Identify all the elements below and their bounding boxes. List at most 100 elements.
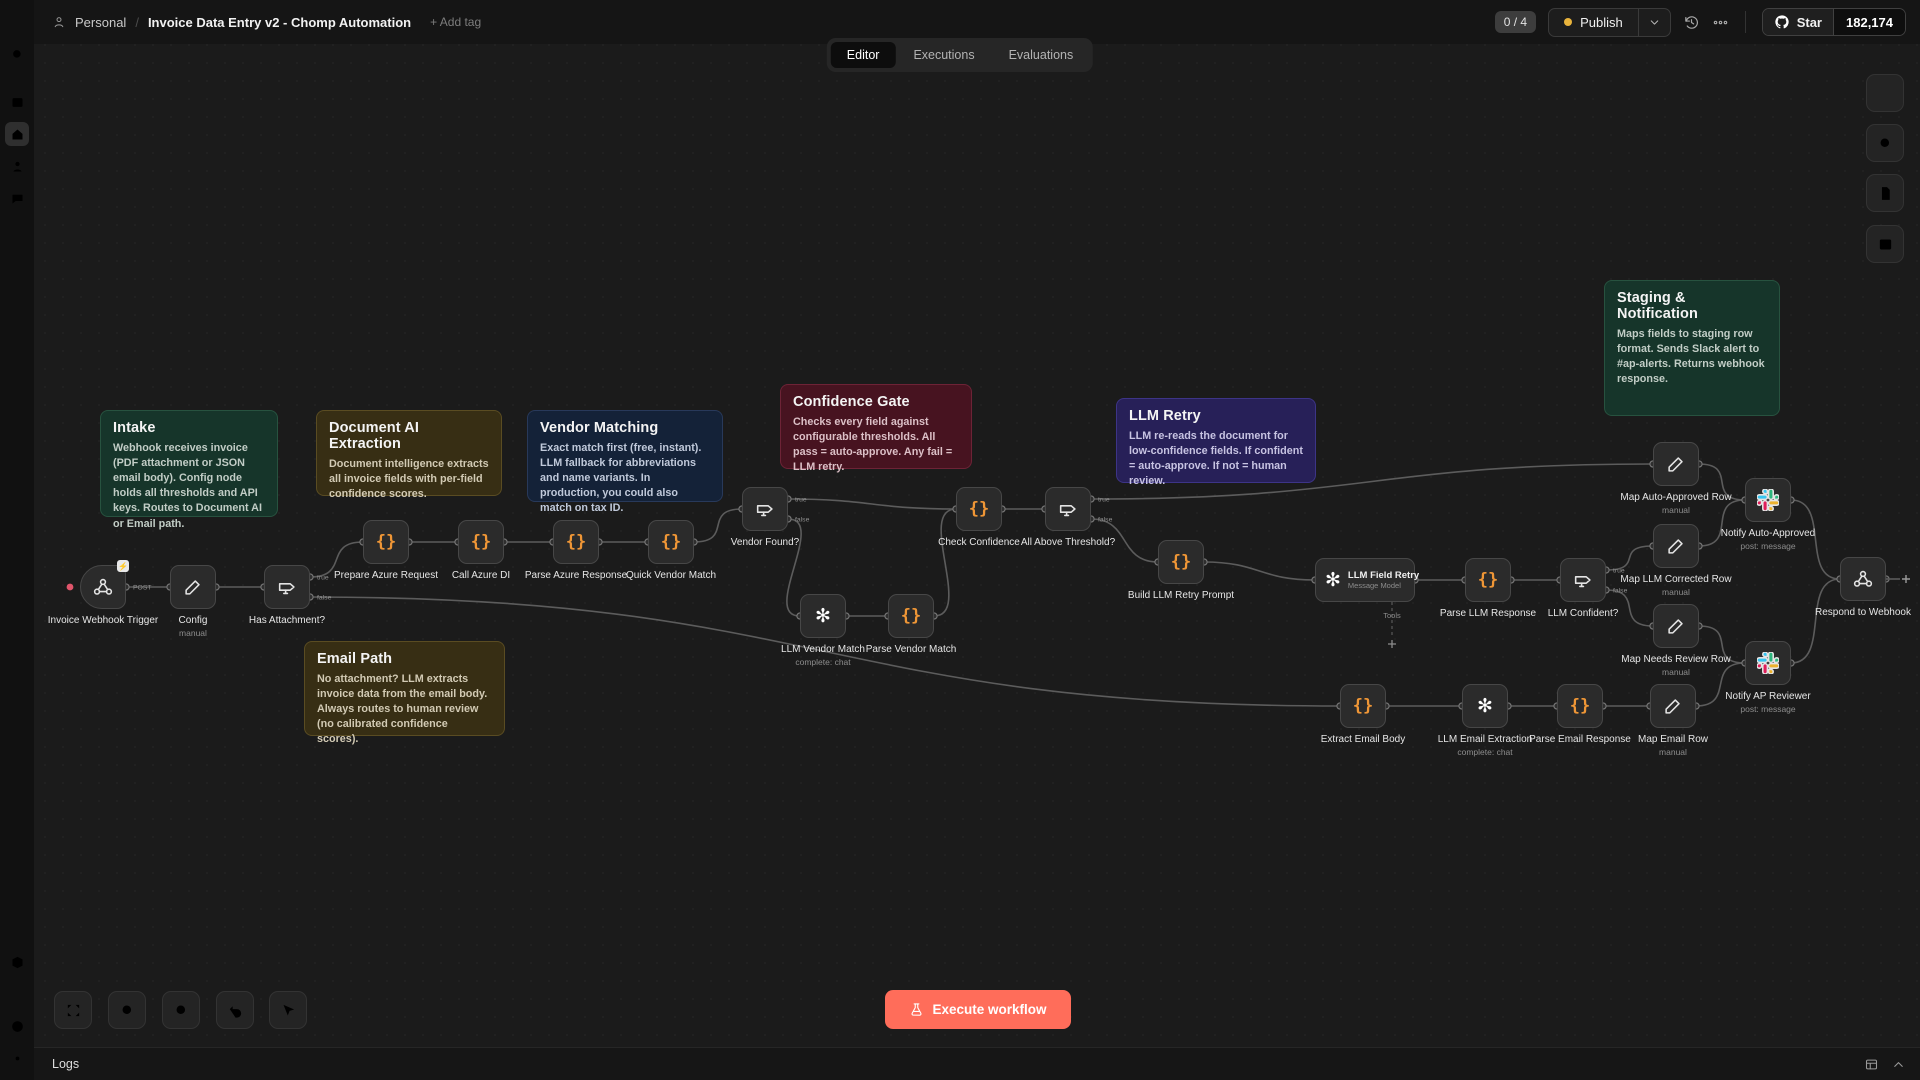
logs-bar[interactable]: Logs <box>34 1047 1920 1080</box>
add-tool-plus-icon[interactable] <box>1388 640 1396 648</box>
workflow-title[interactable]: Invoice Data Entry v2 - Chomp Automation <box>147 14 412 30</box>
tab-evaluations[interactable]: Evaluations <box>1008 48 1074 62</box>
node-map-corrected[interactable] <box>1653 524 1699 568</box>
if-icon <box>754 498 776 520</box>
slack-icon <box>1757 652 1779 674</box>
node-check-confidence[interactable]: {} <box>956 487 1002 531</box>
slack-icon <box>1757 489 1779 511</box>
connection-line <box>1203 561 1316 581</box>
history-icon[interactable] <box>1683 14 1700 31</box>
sticky-note-doc-ai[interactable]: Document AI Extraction Document intellig… <box>316 410 502 500</box>
trigger-bolt-badge: ⚡ <box>117 560 129 572</box>
sticky-note-title: Vendor Matching <box>540 420 659 436</box>
pen-icon <box>1665 615 1687 637</box>
node-call-azure[interactable]: {} <box>458 520 504 564</box>
toggle-right-panel-button[interactable] <box>1866 225 1904 263</box>
undo-button[interactable] <box>216 991 254 1029</box>
workflow-notes-button[interactable] <box>1866 174 1904 212</box>
node-all-above[interactable] <box>1045 487 1091 531</box>
add-tag-button[interactable]: + Add tag <box>430 15 482 29</box>
canvas-search-button[interactable] <box>1866 124 1904 162</box>
connection-label: false <box>1098 517 1113 524</box>
node-label: Config <box>178 615 208 626</box>
node-subtitle: complete: chat <box>1457 747 1513 757</box>
breadcrumb-workspace[interactable]: Personal <box>75 14 127 30</box>
create-plus-icon[interactable] <box>5 10 29 34</box>
panel-layout-icon[interactable] <box>5 90 29 114</box>
search-icon[interactable] <box>5 42 29 66</box>
github-star-button[interactable]: Star 182,174 <box>1761 8 1906 36</box>
connection-line <box>933 508 957 617</box>
node-parse-llm[interactable]: {} <box>1465 558 1511 602</box>
node-llm-field-retry[interactable]: ✻ LLM Field Retry Message Model <box>1315 558 1419 602</box>
issue-dot <box>66 583 74 591</box>
node-quick-vendor[interactable]: {} <box>648 520 694 564</box>
home-icon[interactable] <box>5 122 29 146</box>
open-logs-panel-icon[interactable] <box>1864 1057 1879 1072</box>
more-menu-icon[interactable] <box>1712 14 1729 31</box>
publish-label: Publish <box>1580 14 1623 30</box>
zoom-in-button[interactable] <box>108 991 146 1029</box>
fit-view-button[interactable] <box>54 991 92 1029</box>
publish-button[interactable]: Publish <box>1549 9 1638 36</box>
sticky-note-body: Exact match first (free, instant). LLM f… <box>540 442 702 515</box>
sticky-note-intake[interactable]: Intake Webhook receives invoice (PDF att… <box>100 410 278 530</box>
node-parse-vendor[interactable]: {} <box>888 594 934 638</box>
help-icon[interactable] <box>5 1014 29 1038</box>
node-notify-ap[interactable] <box>1745 641 1791 685</box>
node-llm-vendor[interactable]: ✻ <box>800 594 846 638</box>
publish-status-dot <box>1564 18 1573 26</box>
node-config[interactable] <box>170 565 216 609</box>
webhook-icon <box>1852 568 1874 590</box>
topbar-divider <box>1744 11 1746 33</box>
zoom-out-button[interactable] <box>162 991 200 1029</box>
node-build-retry[interactable]: {} <box>1158 540 1204 584</box>
node-label: Prepare Azure Request <box>334 570 438 581</box>
node-map-email[interactable] <box>1650 684 1696 728</box>
node-prepare-azure[interactable]: {} <box>363 520 409 564</box>
tab-executions[interactable]: Executions <box>913 48 975 62</box>
sticky-note-confidence-gate[interactable]: Confidence Gate Checks every field again… <box>780 384 972 473</box>
code-icon: {} <box>900 605 922 626</box>
node-llm-email[interactable]: ✻ <box>1462 684 1508 728</box>
user-icon[interactable] <box>5 154 29 178</box>
templates-package-icon[interactable] <box>5 950 29 974</box>
tidy-up-button[interactable] <box>269 991 307 1029</box>
node-parse-azure[interactable]: {} <box>553 520 599 564</box>
chat-icon[interactable] <box>5 186 29 210</box>
sticky-note-body: Webhook receives invoice (PDF attachment… <box>113 442 262 530</box>
connection-line <box>1695 662 1746 707</box>
sticky-note-email-path[interactable]: Email Path No attachment? LLM extracts i… <box>304 641 505 745</box>
connection-line <box>309 541 364 578</box>
tab-editor[interactable]: Editor <box>830 42 896 68</box>
node-map-auto[interactable] <box>1653 442 1699 486</box>
sticky-note-llm-retry[interactable]: LLM Retry LLM re-reads the document for … <box>1116 398 1316 487</box>
add-node-button[interactable] <box>1866 74 1904 112</box>
chevron-up-icon[interactable] <box>1891 1057 1906 1072</box>
code-icon: {} <box>1477 569 1499 590</box>
node-subtitle: complete: chat <box>795 657 851 667</box>
sticky-note-staging[interactable]: Staging & Notification Maps fields to st… <box>1604 280 1780 416</box>
sticky-note-title: Confidence Gate <box>793 394 910 410</box>
pen-icon <box>1665 535 1687 557</box>
node-notify-auto[interactable] <box>1745 478 1791 522</box>
insights-chart-icon[interactable] <box>5 982 29 1006</box>
node-vendor-found[interactable] <box>742 487 788 531</box>
node-llm-confident[interactable] <box>1560 558 1606 602</box>
node-extract-email[interactable]: {} <box>1340 684 1386 728</box>
node-has-attachment[interactable] <box>264 565 310 609</box>
node-subtitle: post: message <box>1740 704 1796 714</box>
publish-dropdown-button[interactable] <box>1637 8 1670 36</box>
node-label: Build LLM Retry Prompt <box>1127 590 1235 601</box>
settings-gear-icon[interactable] <box>5 1046 29 1070</box>
sticky-note-vendor-matching[interactable]: Vendor Matching Exact match first (free,… <box>527 410 723 514</box>
node-parse-email[interactable]: {} <box>1557 684 1603 728</box>
execute-workflow-button[interactable]: Execute workflow <box>885 990 1071 1029</box>
node-subtitle: manual <box>1662 505 1690 515</box>
issues-count-badge: 0 / 4 <box>1494 11 1537 33</box>
node-label: Map Auto-Approved Row <box>1620 492 1732 503</box>
add-node-plus-icon[interactable] <box>1902 575 1910 583</box>
sticky-note-title: Document AI Extraction <box>329 420 419 452</box>
node-map-review[interactable] <box>1653 604 1699 648</box>
node-respond[interactable] <box>1840 557 1886 601</box>
